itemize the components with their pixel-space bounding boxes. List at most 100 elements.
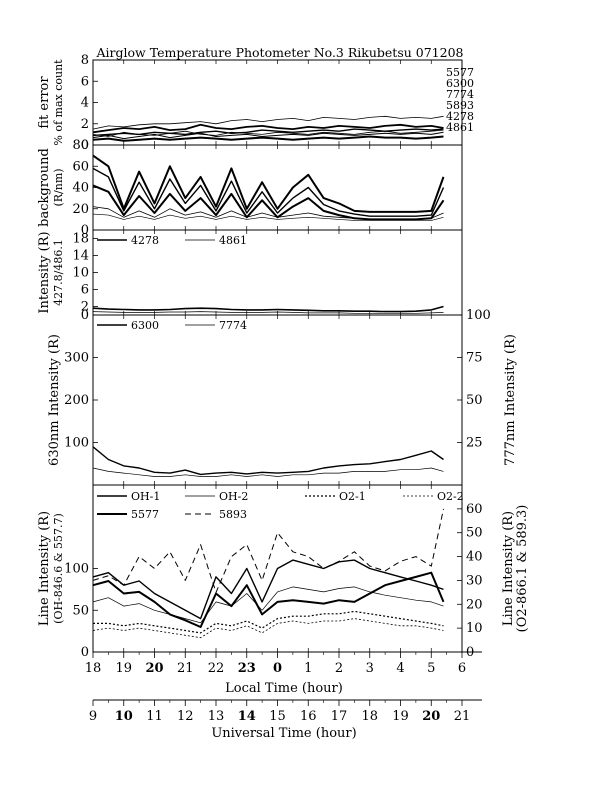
x-axes: 18 19 20 21 22 23 0 1 2 3 4 5 69 10 11 12 13 14 15 16 17 18 19…: [85, 651, 482, 724]
y-axis-label: Intensity (R): [37, 231, 52, 313]
y-tick-label-right: 50: [466, 393, 483, 408]
legend-label: 5893: [219, 508, 247, 521]
y-axis-label: fit error: [37, 76, 52, 129]
y-tick-label: 8: [81, 53, 89, 68]
panel-427-8-486-1: 02 6 10 14 18 Intensity (R) 427.8/486.1 4278 486…: [37, 229, 463, 323]
panel-frame: [92, 314, 463, 486]
y-tick-label: 0: [81, 308, 89, 323]
local-tick-label: 2: [335, 661, 343, 676]
legend-label: 4861: [446, 121, 474, 134]
y-tick-label: 200: [64, 393, 89, 408]
universal-tick-label: 19: [392, 709, 409, 724]
y-tick-label-right: 60: [466, 502, 483, 517]
series-line-o2-1: [93, 610, 444, 634]
universal-tick-label: 15: [269, 709, 286, 724]
universal-tick-label: 12: [177, 709, 194, 724]
legend-label: OH-2: [219, 490, 248, 503]
series-line-trace-3: [92, 184, 445, 221]
series-line-5893: [92, 508, 444, 593]
y-axis-label: 630nm Intensity (R): [47, 334, 62, 466]
legend-label: 7774: [219, 319, 247, 332]
local-tick-label: 0: [273, 661, 282, 676]
legend-label: O2-2: [437, 490, 464, 503]
local-tick-label: 1: [304, 661, 312, 676]
series-line-5893: [92, 131, 444, 140]
universal-tick-label: 20: [422, 709, 440, 724]
y-axis-label: Line Intensity (R): [37, 511, 52, 626]
y-tick-label: 2: [81, 117, 89, 132]
series-line-4278: [92, 123, 444, 134]
legend-label: OH-1: [131, 490, 160, 503]
series-line-o2-2: [92, 618, 444, 639]
y-axis-label: % of max count: [52, 59, 65, 146]
universal-tick-label: 21: [454, 709, 471, 724]
y-axis-label-right: Line Intensity (R): [501, 511, 516, 626]
series-line-6300: [92, 446, 444, 476]
x-label-local: Local Time (hour): [225, 681, 343, 696]
local-tick-label: 3: [366, 661, 374, 676]
local-tick-label: 20: [145, 661, 163, 676]
y-axis-label-right: (O2-866.1 & 589.3): [515, 505, 530, 633]
y-tick-label: 6: [81, 74, 89, 89]
universal-tick-label: 17: [331, 709, 348, 724]
y-axis-label-right: 777nm Intensity (R): [503, 334, 518, 466]
local-tick-label: 6: [458, 661, 466, 676]
y-tick-label: 60: [72, 159, 89, 174]
legend-label: 6300: [446, 77, 474, 90]
y-tick-label-right: 10: [466, 621, 483, 636]
y-tick-label: 2: [81, 300, 89, 315]
universal-tick-label: 18: [361, 709, 378, 724]
legend-label: 4278: [131, 234, 159, 247]
legend-label: 6300: [131, 319, 159, 332]
universal-tick-label: 10: [115, 709, 133, 724]
series-line-4861: [92, 129, 444, 137]
series-line-oh-2: [92, 586, 444, 624]
y-tick-label: 100: [64, 436, 89, 451]
y-axis-label: (OH-846.6 & 557.7): [52, 513, 65, 624]
universal-tick-label: 11: [146, 709, 163, 724]
y-tick-label-right: 100: [466, 308, 491, 323]
series-line-4861: [92, 311, 444, 314]
local-tick-label: 18: [85, 661, 102, 676]
universal-tick-label: 16: [300, 709, 317, 724]
y-tick-label: 18: [72, 232, 89, 247]
series-line-oh-1: [92, 559, 444, 620]
y-tick-label-right: 40: [466, 550, 483, 565]
y-axis-label: (R/nm): [52, 168, 65, 206]
legend-label: 5893: [446, 99, 474, 112]
y-tick-label: 14: [72, 249, 89, 264]
local-tick-label: 19: [115, 661, 132, 676]
series-line-trace-1: [92, 154, 445, 213]
legend-label: 5577: [446, 66, 474, 79]
y-tick-label: 80: [72, 138, 89, 153]
y-tick-label: 0: [81, 138, 89, 153]
local-tick-label: 4: [396, 661, 404, 676]
series-line-7774: [92, 128, 444, 137]
panel-fit-error: 0 2 4 6 8 fit error% of max count 557763007774…: [37, 53, 474, 153]
y-axis-label: 427.8/486.1: [52, 239, 65, 306]
y-tick-label-right: 75: [466, 351, 483, 366]
y-tick-label: 0: [81, 645, 89, 660]
legend-label: 7774: [446, 88, 474, 101]
local-tick-label: 23: [238, 661, 256, 676]
legend-label: O2-1: [339, 490, 366, 503]
series-line-trace-2: [92, 167, 445, 217]
y-tick-label-right: 20: [466, 597, 483, 612]
y-tick-label: 4: [81, 96, 89, 111]
panel-background: 0 20 40 60 80 background (R/nm): [37, 138, 463, 238]
y-tick-label: 0: [81, 223, 89, 238]
legend-label: 4278: [446, 110, 474, 123]
y-tick-label: 100: [64, 562, 89, 577]
universal-tick-label: 13: [208, 709, 225, 724]
y-tick-label-right: 25: [466, 436, 483, 451]
figure-title: Airglow Temperature Photometer No.3 Riku…: [96, 45, 464, 60]
series-line-trace-5: [92, 213, 444, 221]
series-line-trace-4: [92, 206, 444, 220]
y-tick-label: 50: [72, 603, 89, 618]
local-tick-label: 22: [208, 661, 225, 676]
universal-tick-label: 14: [238, 709, 256, 724]
universal-tick-label: 9: [89, 709, 97, 724]
